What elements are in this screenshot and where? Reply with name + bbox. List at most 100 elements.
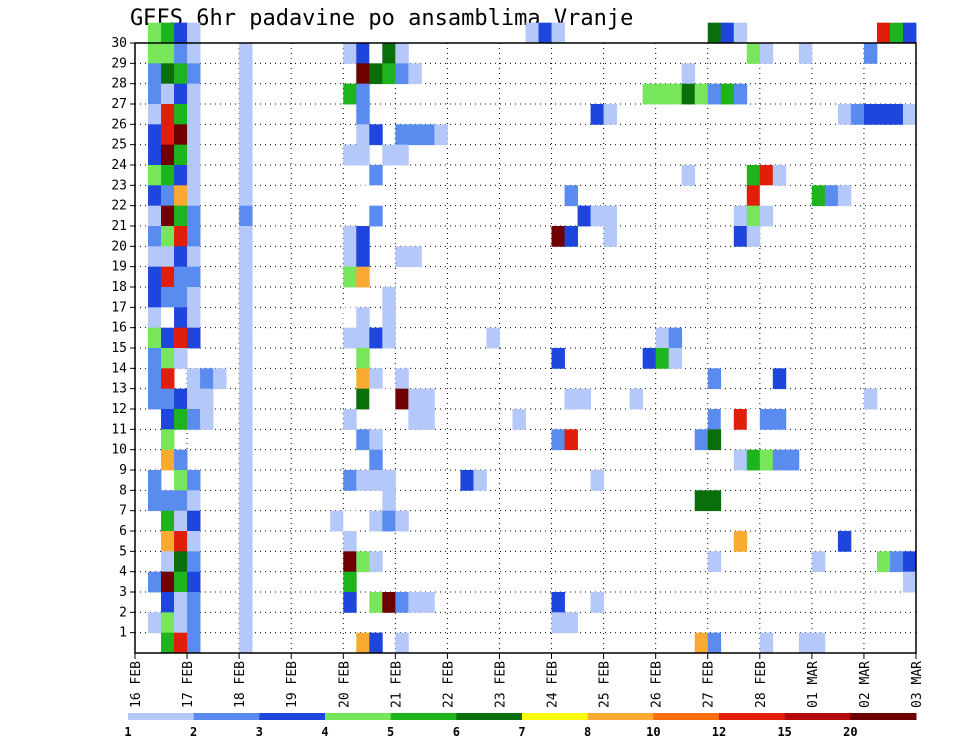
heatmap-cell: [239, 104, 253, 125]
heatmap-cell: [187, 124, 201, 146]
heatmap-cell: [161, 165, 175, 186]
heatmap-cell: [356, 226, 370, 247]
heatmap-cell: [382, 510, 396, 532]
heatmap-cell: [174, 226, 188, 247]
heatmap-cell: [239, 612, 253, 634]
y-tick-label: 2: [119, 605, 127, 620]
heatmap-cell: [187, 531, 201, 552]
y-tick-label: 27: [111, 97, 127, 112]
heatmap-cell: [187, 490, 201, 512]
colorbar-label: 12: [712, 725, 726, 739]
heatmap-cell: [239, 449, 253, 471]
heatmap-cell: [733, 83, 748, 105]
colorbar-swatch: [390, 713, 457, 720]
heatmap-cell: [369, 388, 383, 410]
heatmap-cell: [642, 348, 657, 369]
heatmap-cell: [239, 348, 253, 369]
y-tick-label: 22: [111, 199, 127, 214]
heatmap-cell: [694, 632, 709, 654]
heatmap-cell: [408, 592, 422, 613]
heatmap-cell: [343, 571, 357, 593]
heatmap-cell: [239, 63, 253, 85]
heatmap-cell: [161, 226, 175, 247]
heatmap-cell: [343, 83, 357, 105]
heatmap-cell: [551, 226, 565, 247]
heatmap-cell: [187, 551, 201, 573]
heatmap-cell: [343, 266, 357, 288]
heatmap-cell: [161, 490, 175, 512]
heatmap-cell: [876, 104, 891, 125]
heatmap-cell: [395, 63, 409, 85]
heatmap-cell: [707, 632, 722, 654]
heatmap-cell: [148, 348, 162, 369]
heatmap-cell: [148, 327, 162, 349]
x-tick-label: 03 MAR: [910, 661, 925, 708]
heatmap-cell: [382, 470, 396, 491]
y-tick-label: 26: [111, 117, 127, 132]
heatmap-cell: [148, 388, 162, 410]
heatmap-cell: [356, 246, 370, 268]
heatmap-cell: [187, 43, 201, 64]
heatmap-cell: [681, 63, 696, 85]
heatmap-cell: [473, 470, 487, 491]
heatmap-cell: [187, 22, 201, 44]
heatmap-cell: [694, 429, 709, 451]
heatmap-cell: [148, 63, 162, 85]
y-tick-label: 9: [119, 463, 127, 478]
heatmap-cell: [239, 470, 253, 491]
y-tick-label: 10: [111, 443, 127, 458]
y-tick-label: 11: [111, 422, 127, 437]
heatmap-cell: [759, 205, 774, 227]
heatmap-cell: [148, 165, 162, 186]
heatmap-cell: [772, 368, 787, 390]
heatmap-cell: [512, 409, 526, 430]
heatmap-cell: [174, 205, 188, 227]
heatmap-cell: [239, 246, 253, 268]
heatmap-cell: [187, 510, 201, 532]
heatmap-cell: [174, 551, 188, 573]
heatmap-cell: [239, 226, 253, 247]
heatmap-cell: [161, 592, 175, 613]
heatmap-cell: [369, 205, 383, 227]
heatmap-cell: [239, 43, 253, 64]
heatmap-cell: [655, 83, 670, 105]
colorbar-label: 5: [387, 725, 394, 739]
y-tick-label: 29: [111, 56, 127, 71]
heatmap-cell: [161, 551, 175, 573]
heatmap-cell: [148, 287, 162, 308]
x-tick-label: 02 MAR: [858, 661, 873, 708]
heatmap-cell: [187, 612, 201, 634]
heatmap-cell: [356, 307, 370, 329]
heatmap-cell: [161, 63, 175, 85]
heatmap-cell: [551, 592, 565, 613]
colorbar-label: 2: [190, 725, 197, 739]
heatmap-cell: [369, 551, 383, 573]
heatmap-cell: [239, 83, 253, 105]
heatmap-cell: [148, 571, 162, 593]
heatmap-cell: [707, 22, 722, 44]
heatmap-cell: [239, 551, 253, 573]
heatmap-cell: [148, 226, 162, 247]
y-tick-label: 5: [119, 544, 127, 559]
heatmap-cell: [161, 388, 175, 410]
heatmap-cell: [174, 246, 188, 268]
heatmap-cell: [161, 43, 175, 64]
x-tick-label: 27 FEB: [702, 661, 717, 708]
x-tick-label: 17 FEB: [181, 661, 196, 708]
heatmap-cell: [161, 83, 175, 105]
heatmap-cell: [239, 368, 253, 390]
heatmap-cell: [889, 104, 904, 125]
heatmap-cell: [369, 327, 383, 349]
heatmap-cell: [382, 327, 396, 349]
heatmap-cell: [187, 287, 201, 308]
heatmap-cell: [174, 470, 188, 491]
heatmap-cell: [187, 185, 201, 207]
heatmap-cell: [837, 104, 852, 125]
heatmap-cell: [356, 388, 370, 410]
heatmap-cell: [434, 124, 448, 146]
heatmap-cell: [330, 510, 344, 532]
heatmap-cell: [811, 632, 826, 654]
heatmap-cell: [187, 592, 201, 613]
heatmap-cell: [551, 612, 565, 634]
heatmap-cell: [200, 368, 214, 390]
